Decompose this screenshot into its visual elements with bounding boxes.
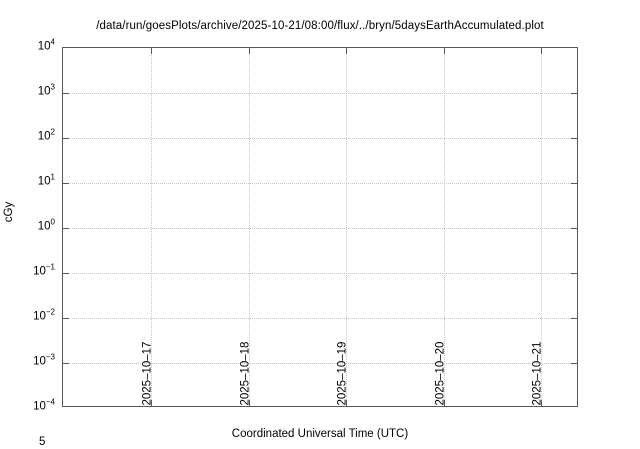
vertical-gridline (249, 48, 251, 406)
horizontal-gridline (63, 228, 577, 229)
y-tick-label: 101 (37, 172, 55, 188)
plot-area (62, 47, 578, 407)
y-tick-label: 10−2 (33, 307, 55, 323)
y-axis-tick (571, 138, 577, 139)
y-axis-tick (571, 228, 577, 229)
horizontal-gridline (63, 318, 577, 319)
y-axis-tick (571, 318, 577, 319)
x-axis-tick (444, 48, 445, 54)
x-axis-tick (249, 48, 251, 54)
horizontal-gridline (63, 363, 577, 364)
clipped-text-fragment: 5 (39, 436, 46, 448)
grid-layer (63, 48, 577, 406)
y-axis-tick (571, 93, 577, 94)
horizontal-gridline (63, 183, 577, 184)
x-axis-tick (150, 400, 152, 406)
y-axis-tick (63, 318, 69, 319)
y-axis-tick (571, 363, 577, 364)
y-tick-label: 10−1 (33, 262, 55, 278)
y-axis-tick (63, 228, 69, 229)
vertical-gridline (541, 48, 543, 406)
y-tick-label: 104 (37, 37, 55, 53)
y-tick-label: 102 (37, 127, 55, 143)
horizontal-gridline (63, 273, 577, 274)
x-axis-tick (444, 400, 445, 406)
y-axis-tick-labels: 104 103 102 101 100 10−1 10−2 10−3 10−4 (0, 38, 55, 412)
horizontal-gridline (63, 93, 577, 94)
y-axis-tick (63, 93, 69, 94)
vertical-gridline (150, 48, 152, 406)
x-axis-title: Coordinated Universal Time (UTC) (231, 428, 409, 440)
y-axis-tick (63, 363, 69, 364)
y-axis-title: cGy (3, 201, 15, 223)
x-axis-tick (541, 400, 543, 406)
x-axis-tick (345, 400, 347, 406)
y-tick-label: 10−4 (33, 397, 55, 413)
y-axis-tick (571, 183, 577, 184)
y-axis-tick (63, 273, 69, 274)
y-axis-tick (63, 183, 69, 184)
vertical-gridline (444, 48, 445, 406)
x-axis-tick (345, 48, 347, 54)
y-tick-label: 10−3 (33, 352, 55, 368)
y-axis-tick (571, 273, 577, 274)
x-axis-tick (541, 48, 543, 54)
x-axis-tick (150, 48, 152, 54)
page-title: /data/run/goesPlots/archive/2025-10-21/0… (96, 20, 544, 32)
vertical-gridline (345, 48, 347, 406)
horizontal-gridline (63, 138, 577, 139)
x-axis-tick (249, 400, 251, 406)
y-tick-label: 103 (37, 82, 55, 98)
y-tick-label: 100 (37, 217, 55, 233)
y-axis-tick (63, 138, 69, 139)
